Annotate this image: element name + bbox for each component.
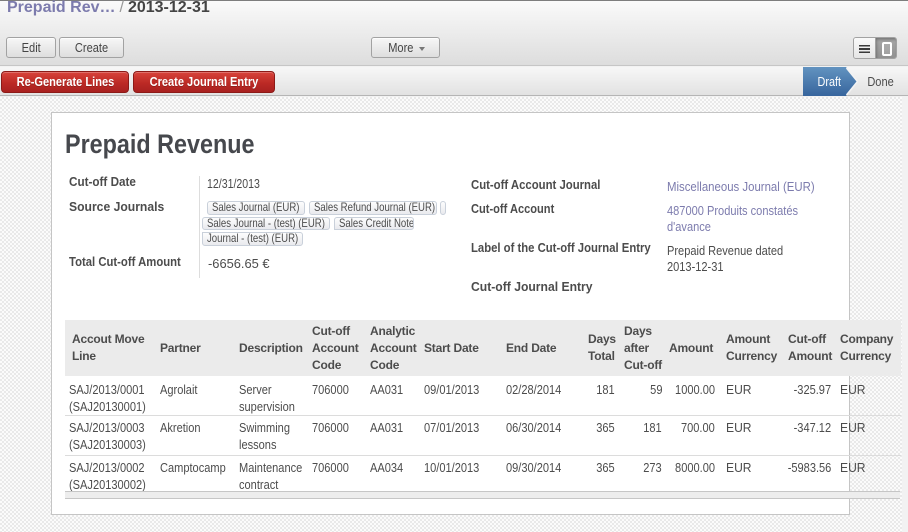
- svg-text:Draft: Draft: [818, 74, 842, 89]
